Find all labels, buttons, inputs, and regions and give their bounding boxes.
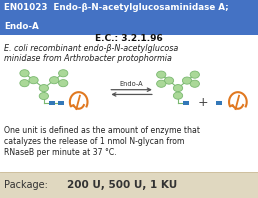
Circle shape xyxy=(173,92,183,99)
Circle shape xyxy=(59,80,68,87)
Bar xyxy=(58,101,64,105)
Circle shape xyxy=(29,77,38,84)
Text: Endo-A: Endo-A xyxy=(4,22,39,31)
Circle shape xyxy=(190,80,199,87)
Text: Endo-A: Endo-A xyxy=(120,81,143,87)
Text: 200 U, 500 U, 1 KU: 200 U, 500 U, 1 KU xyxy=(67,180,177,190)
Circle shape xyxy=(39,92,49,100)
Bar xyxy=(0,172,258,198)
Bar xyxy=(49,101,55,105)
Text: minidase from Arthrobacter protophormia: minidase from Arthrobacter protophormia xyxy=(4,54,172,63)
Bar xyxy=(0,0,258,35)
Circle shape xyxy=(59,70,68,77)
Text: EN01023  Endo-β-N-acetylglucosaminidase A;: EN01023 Endo-β-N-acetylglucosaminidase A… xyxy=(4,3,229,12)
Bar xyxy=(216,101,222,105)
Text: Package:: Package: xyxy=(4,180,48,190)
Text: RNaseB per minute at 37 °C.: RNaseB per minute at 37 °C. xyxy=(4,148,117,157)
Circle shape xyxy=(20,80,29,87)
Circle shape xyxy=(190,71,199,78)
Circle shape xyxy=(182,77,192,84)
Bar xyxy=(183,101,189,105)
Text: E.C.: 3.2.1.96: E.C.: 3.2.1.96 xyxy=(95,34,163,43)
Circle shape xyxy=(157,80,166,87)
Text: catalyzes the release of 1 nmol N-glycan from: catalyzes the release of 1 nmol N-glycan… xyxy=(4,137,184,146)
Text: E. coli recombinant endo-β-N-acetylglucosa: E. coli recombinant endo-β-N-acetylgluco… xyxy=(4,44,178,53)
Circle shape xyxy=(157,71,166,78)
Circle shape xyxy=(164,77,174,84)
Circle shape xyxy=(50,77,59,84)
Circle shape xyxy=(173,85,183,92)
Circle shape xyxy=(39,85,49,92)
Text: +: + xyxy=(197,96,208,109)
Circle shape xyxy=(20,70,29,77)
Text: One unit is defined as the amount of enzyme that: One unit is defined as the amount of enz… xyxy=(4,126,200,135)
